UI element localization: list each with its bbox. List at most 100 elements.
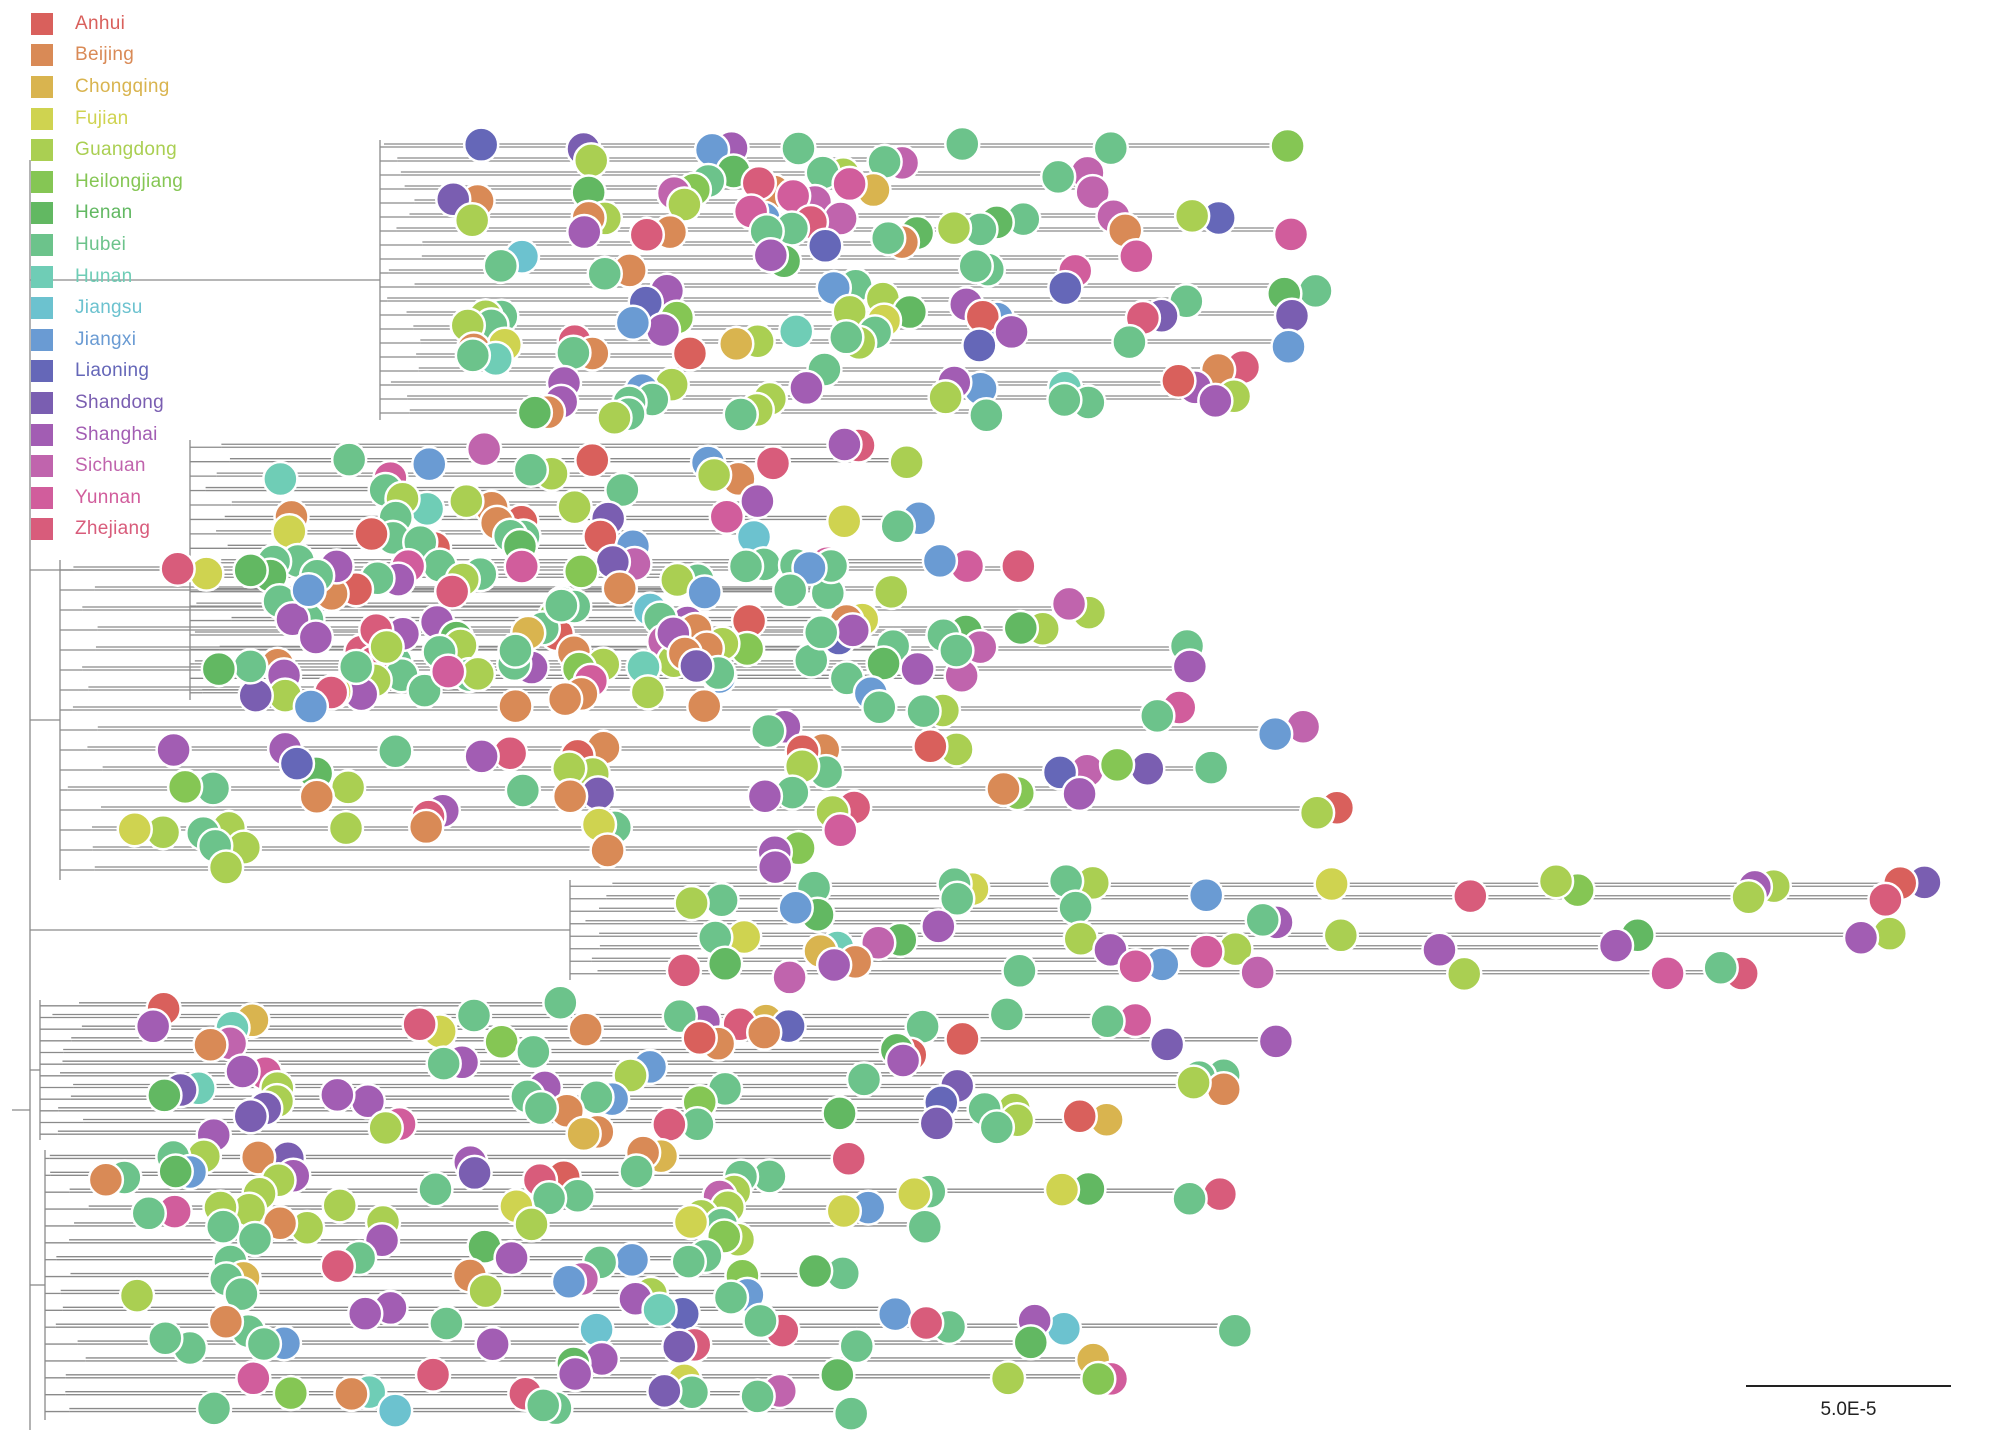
legend-item-beijing: Beijing bbox=[31, 40, 183, 72]
legend-item-anhui: Anhui bbox=[31, 8, 183, 40]
tip-node bbox=[522, 1089, 560, 1127]
tip-node bbox=[834, 612, 872, 649]
tip-node bbox=[944, 1020, 981, 1058]
tip-node bbox=[406, 672, 443, 709]
legend-swatch bbox=[31, 360, 53, 383]
legend-label: Liaoning bbox=[75, 360, 150, 382]
tip-node bbox=[819, 1356, 856, 1394]
tip-node bbox=[742, 1302, 779, 1340]
tip-node bbox=[292, 688, 330, 725]
tip-node bbox=[825, 1192, 863, 1230]
tip-node bbox=[433, 573, 471, 610]
tip-node bbox=[232, 552, 269, 589]
tip-node bbox=[146, 1077, 183, 1114]
tip-node bbox=[134, 1008, 172, 1045]
tip-node bbox=[876, 1295, 914, 1333]
legend-label: Shandong bbox=[75, 391, 165, 413]
tip-node bbox=[556, 1355, 594, 1393]
legend-label: Jiangxi bbox=[75, 328, 137, 350]
tip-node bbox=[155, 731, 192, 769]
tip-node bbox=[832, 1395, 870, 1432]
tip-node bbox=[1270, 328, 1307, 365]
tip-node bbox=[906, 1208, 944, 1245]
legend-label: Heilongjiang bbox=[75, 170, 184, 192]
tip-node bbox=[555, 334, 592, 372]
tip-node bbox=[556, 488, 593, 526]
tip-node bbox=[483, 1023, 520, 1060]
tip-node bbox=[921, 542, 959, 580]
tip-node bbox=[673, 884, 710, 922]
tip-node bbox=[845, 1061, 883, 1098]
tip-node bbox=[1175, 1064, 1212, 1101]
tip-node bbox=[822, 811, 859, 849]
tip-node bbox=[195, 1390, 233, 1427]
tip-node bbox=[368, 628, 405, 666]
legend-swatch bbox=[31, 265, 53, 288]
tip-node bbox=[596, 399, 633, 437]
legend-item-guangdong: Guangdong bbox=[31, 134, 183, 166]
tip-node bbox=[614, 304, 652, 341]
tip-node bbox=[771, 572, 809, 609]
tip-node bbox=[513, 1206, 550, 1243]
tip-node bbox=[712, 1279, 750, 1316]
legend-swatch bbox=[31, 455, 53, 478]
tip-node bbox=[771, 959, 808, 996]
tip-node bbox=[1001, 952, 1038, 990]
legend-item-zhejiang: Zhejiang bbox=[31, 514, 183, 546]
tip-node bbox=[1244, 901, 1281, 939]
tip-node bbox=[802, 614, 840, 651]
tip-node bbox=[788, 369, 825, 407]
tip-node bbox=[907, 1304, 945, 1342]
tip-node bbox=[993, 313, 1030, 351]
tip-node bbox=[1867, 881, 1904, 919]
legend-item-yunnan: Yunnan bbox=[31, 482, 183, 514]
tip-node bbox=[1421, 931, 1458, 969]
tip-node bbox=[1092, 129, 1130, 167]
tip-node bbox=[1160, 362, 1197, 399]
tip-node bbox=[1050, 585, 1088, 623]
tip-node bbox=[290, 572, 327, 609]
tip-node bbox=[861, 689, 898, 726]
tip-node bbox=[1269, 127, 1306, 165]
tip-node bbox=[542, 984, 579, 1021]
tip-node bbox=[516, 394, 554, 431]
tip-node bbox=[815, 946, 853, 984]
tip-node bbox=[830, 1140, 867, 1177]
tip-node bbox=[223, 1275, 260, 1313]
tip-node bbox=[1216, 1312, 1254, 1349]
tip-node bbox=[278, 745, 316, 782]
legend-swatch bbox=[31, 170, 53, 193]
legend-label: Hubei bbox=[75, 233, 127, 255]
tip-node bbox=[613, 1241, 651, 1279]
tip-node bbox=[465, 430, 503, 468]
tip-node bbox=[777, 889, 814, 926]
tip-node bbox=[493, 1239, 530, 1277]
tip-node bbox=[224, 1053, 261, 1090]
tip-node bbox=[1173, 197, 1211, 235]
legend-swatch bbox=[31, 297, 53, 320]
legend-item-henan: Henan bbox=[31, 198, 183, 230]
legend-label: Henan bbox=[75, 202, 133, 224]
tip-node bbox=[750, 712, 787, 750]
tip-node bbox=[935, 209, 973, 247]
tip-node bbox=[1537, 862, 1575, 900]
tip-node bbox=[938, 880, 976, 917]
tip-node bbox=[651, 1106, 688, 1143]
tip-node bbox=[586, 255, 623, 293]
tip-node bbox=[888, 443, 925, 481]
tip-node bbox=[330, 441, 368, 478]
legend-label: Chongqing bbox=[75, 75, 170, 97]
tip-node bbox=[321, 1187, 358, 1224]
tip-node bbox=[429, 653, 467, 690]
tip-node bbox=[298, 778, 336, 815]
tip-node bbox=[453, 201, 491, 239]
tip-node bbox=[578, 1311, 615, 1348]
tip-node bbox=[722, 396, 760, 433]
legend-label: Jiangsu bbox=[75, 297, 143, 319]
tip-node bbox=[618, 1153, 655, 1190]
tip-node bbox=[239, 1139, 277, 1176]
tip-node bbox=[604, 471, 641, 509]
tip-node bbox=[831, 165, 868, 203]
tip-node bbox=[417, 1170, 454, 1208]
tip-node bbox=[333, 1375, 370, 1413]
